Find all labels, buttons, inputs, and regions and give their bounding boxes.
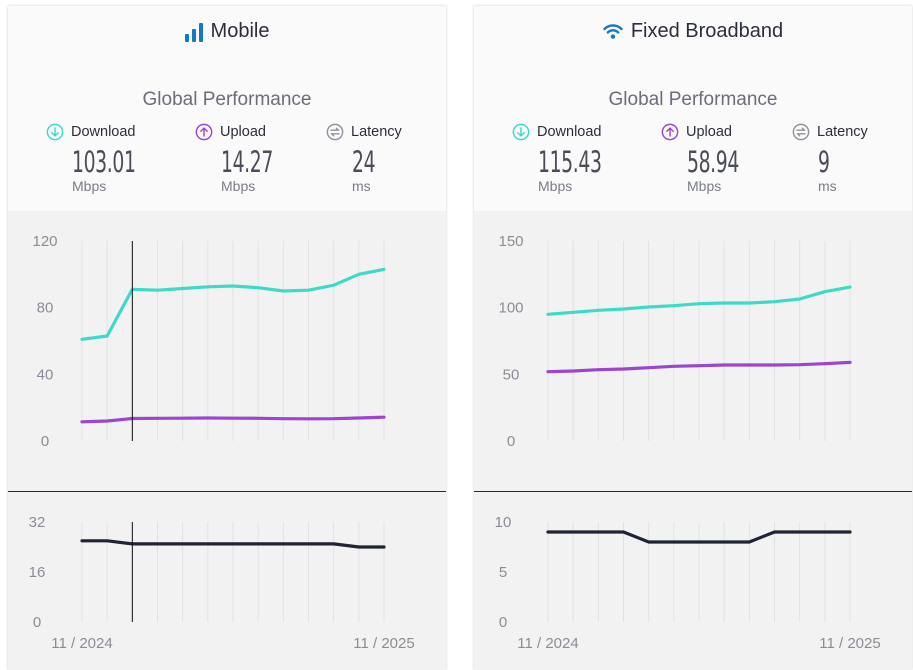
- download-arrow-icon: [46, 123, 64, 141]
- upload-value: 58.94: [687, 145, 739, 179]
- mobile-speed-chart[interactable]: 120 80 40 0: [8, 211, 446, 491]
- mobile-title: Mobile: [8, 20, 446, 43]
- y-tick-label: 0: [33, 614, 41, 631]
- fixed-panel-header: Fixed Broadband Global Performance Downl…: [474, 6, 912, 211]
- fixed-broadband-panel: Fixed Broadband Global Performance Downl…: [474, 6, 912, 670]
- panel-title-text: Mobile: [210, 20, 270, 42]
- fixed-broadband-title: Fixed Broadband: [474, 20, 912, 43]
- mobile-panel-header: Mobile Global Performance Download 103.0…: [8, 6, 446, 211]
- latency-label: Latency: [817, 124, 868, 140]
- upload-value: 14.27: [221, 145, 273, 179]
- y-tick-label: 32: [29, 514, 46, 531]
- upload-label: Upload: [220, 124, 266, 140]
- fixed-latency-chart[interactable]: 10 5 0 11 / 2024 11 / 2025: [474, 492, 912, 670]
- download-arrow-icon: [512, 123, 530, 141]
- y-tick-label: 5: [499, 564, 507, 581]
- download-value: 115.43: [538, 145, 602, 179]
- panel-title-text: Fixed Broadband: [630, 20, 784, 42]
- latency-arrows-icon: [326, 123, 344, 141]
- upload-arrow-icon: [195, 123, 213, 141]
- download-label: Download: [537, 124, 602, 140]
- y-tick-label: 0: [499, 614, 507, 631]
- latency-unit: ms: [818, 178, 837, 194]
- download-metric: Download 103.01 Mbps: [46, 122, 186, 202]
- download-label: Download: [71, 124, 136, 140]
- latency-arrows-icon: [792, 123, 810, 141]
- fixed-speed-chart[interactable]: 150 100 50 0: [474, 211, 912, 491]
- download-unit: Mbps: [72, 178, 107, 194]
- mobile-panel: Mobile Global Performance Download 103.0…: [8, 6, 446, 670]
- download-series-line: [546, 285, 852, 316]
- y-tick-label: 0: [41, 433, 49, 450]
- upload-metric: Upload 14.27 Mbps: [195, 122, 335, 202]
- y-tick-label: 150: [498, 233, 523, 250]
- mobile-latency-chart[interactable]: 32 16 0 11 / 2024 11 / 2025: [8, 492, 446, 670]
- latency-metric: Latency 9 ms: [792, 122, 912, 202]
- y-tick-label: 120: [32, 233, 57, 250]
- signal-bars-icon: [184, 22, 203, 42]
- latency-value: 24: [352, 145, 376, 179]
- x-axis-start-label: 11 / 2024: [51, 635, 112, 652]
- y-tick-label: 80: [37, 300, 54, 317]
- upload-arrow-icon: [661, 123, 679, 141]
- latency-value: 9: [818, 145, 830, 179]
- x-axis-end-label: 11 / 2025: [819, 635, 880, 652]
- y-tick-label: 40: [37, 366, 54, 383]
- y-tick-label: 100: [498, 300, 523, 317]
- upload-unit: Mbps: [221, 178, 256, 194]
- latency-unit: ms: [352, 178, 371, 194]
- chart-divider: [8, 491, 446, 492]
- y-tick-label: 16: [29, 564, 46, 581]
- latency-metric: Latency 24 ms: [326, 122, 446, 202]
- global-performance-heading: Global Performance: [142, 89, 312, 110]
- latency-series-line: [546, 530, 852, 544]
- y-tick-label: 0: [507, 433, 515, 450]
- download-unit: Mbps: [538, 178, 573, 194]
- y-tick-label: 50: [503, 366, 520, 383]
- upload-unit: Mbps: [687, 178, 722, 194]
- x-axis-end-label: 11 / 2025: [353, 635, 414, 652]
- wifi-icon: [603, 23, 623, 40]
- y-tick-label: 10: [495, 514, 512, 531]
- latency-label: Latency: [351, 124, 402, 140]
- x-axis-start-label: 11 / 2024: [517, 635, 578, 652]
- upload-label: Upload: [686, 124, 732, 140]
- global-performance-heading: Global Performance: [608, 89, 778, 110]
- upload-metric: Upload 58.94 Mbps: [661, 122, 801, 202]
- download-value: 103.01: [72, 145, 136, 179]
- chart-divider: [474, 491, 912, 492]
- upload-series-line: [546, 360, 852, 374]
- download-metric: Download 115.43 Mbps: [512, 122, 652, 202]
